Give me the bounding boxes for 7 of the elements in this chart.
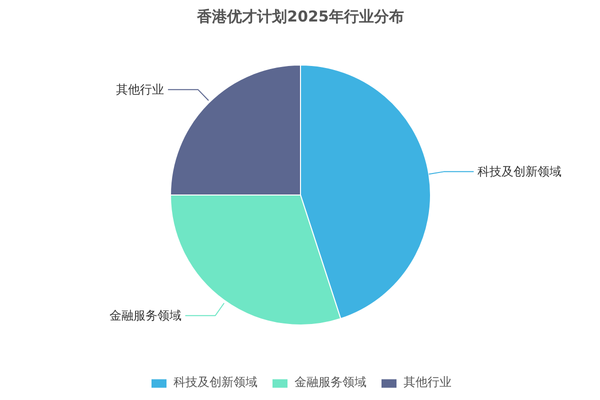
slice-label: 其他行业 (116, 82, 164, 97)
legend-label: 其他行业 (404, 374, 452, 391)
slice-label: 科技及创新领域 (478, 164, 562, 179)
legend-label: 科技及创新领域 (174, 374, 258, 391)
chart-title: 香港优才计划2025年行业分布 (196, 8, 404, 26)
slice-label: 金融服务领域 (109, 308, 182, 323)
legend-label: 金融服务领域 (294, 374, 366, 391)
